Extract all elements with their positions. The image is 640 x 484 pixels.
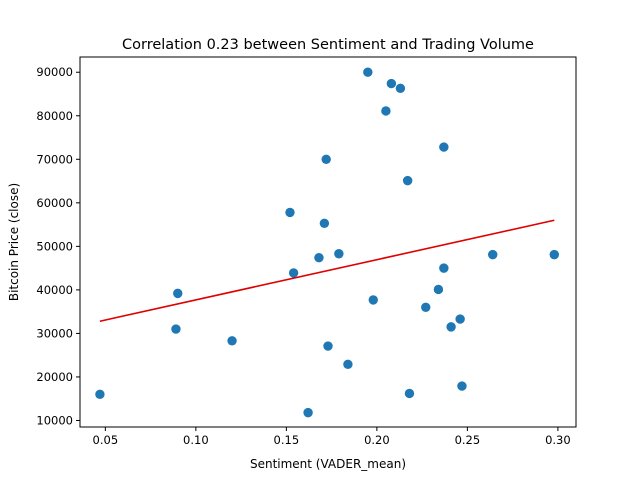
x-tick-label: 0.05 bbox=[93, 433, 119, 447]
scatter-point bbox=[285, 207, 295, 218]
scatter-point bbox=[343, 359, 353, 370]
scatter-point bbox=[404, 388, 415, 399]
y-tick-label: 10000 bbox=[36, 413, 73, 427]
scatter-point bbox=[381, 106, 391, 116]
plot-frame bbox=[79, 56, 577, 428]
scatter-point bbox=[171, 324, 181, 334]
chart-title: Correlation 0.23 between Sentiment and T… bbox=[122, 37, 534, 53]
scatter-point bbox=[314, 252, 324, 263]
scatter-point bbox=[319, 218, 330, 228]
scatter-point bbox=[173, 288, 183, 299]
y-tick-label: 70000 bbox=[36, 152, 73, 166]
scatter-point bbox=[439, 263, 449, 273]
scatter-point bbox=[421, 302, 431, 312]
y-tick-label: 30000 bbox=[36, 326, 73, 340]
y-tick-label: 60000 bbox=[36, 196, 73, 210]
scatter-point bbox=[368, 295, 378, 305]
scatter-point bbox=[227, 336, 237, 346]
scatter-point bbox=[321, 154, 331, 164]
scatter-point bbox=[386, 78, 397, 89]
y-tick-label: 20000 bbox=[36, 370, 73, 384]
scatter-point bbox=[395, 83, 406, 94]
scatter-point bbox=[303, 407, 313, 418]
y-tick-label: 80000 bbox=[36, 109, 73, 123]
y-tick-label: 50000 bbox=[36, 239, 73, 253]
y-tick-label: 40000 bbox=[36, 283, 73, 297]
x-tick-label: 0.30 bbox=[545, 433, 571, 447]
scatter-point bbox=[457, 381, 467, 391]
scatter-point bbox=[549, 249, 559, 260]
scatter-point bbox=[455, 314, 465, 324]
x-axis-label: Sentiment (VADER_mean) bbox=[250, 457, 406, 471]
x-tick-label: 0.15 bbox=[274, 433, 300, 447]
scatter-point bbox=[363, 67, 373, 77]
y-axis-label: Bitcoin Price (close) bbox=[7, 183, 21, 301]
scatter-point bbox=[323, 341, 333, 351]
scatter-point bbox=[439, 142, 449, 152]
scatter-point bbox=[334, 249, 344, 259]
plot-area bbox=[95, 67, 559, 418]
x-tick-label: 0.25 bbox=[455, 433, 481, 447]
y-axis: 10000 20000 30000 40000 50000 60000 70000 80000… bbox=[36, 65, 80, 427]
x-tick-label: 0.20 bbox=[364, 433, 390, 447]
scatter-point bbox=[95, 389, 105, 400]
scatter-point bbox=[402, 175, 413, 186]
x-tick-label: 0.10 bbox=[183, 433, 209, 447]
x-axis: 0.05 0.10 0.15 0.20 0.25 0.30 bbox=[93, 427, 571, 447]
scatter-point bbox=[433, 284, 444, 295]
scatter-point bbox=[488, 249, 498, 260]
y-tick-label: 90000 bbox=[36, 65, 73, 79]
scatter-point bbox=[288, 268, 299, 278]
scatter-point bbox=[446, 322, 456, 332]
trend-line bbox=[99, 219, 555, 323]
